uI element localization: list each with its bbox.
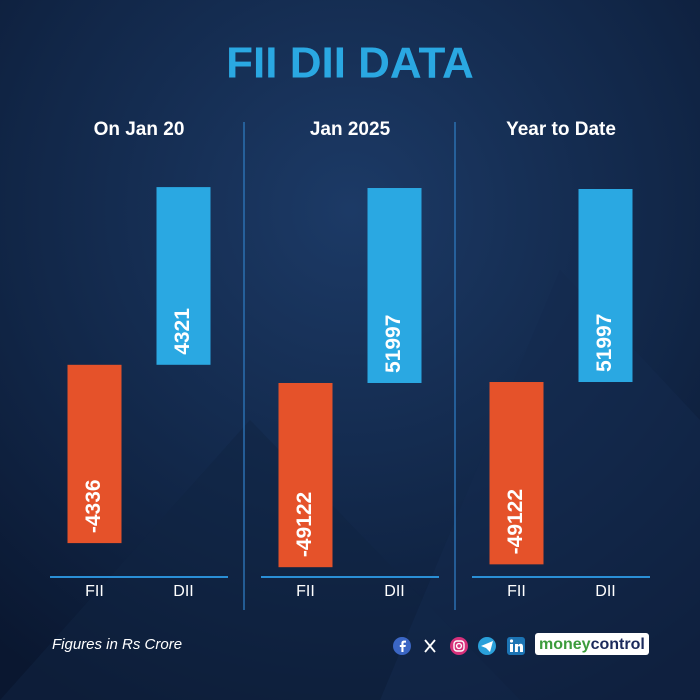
background-shape: [0, 420, 520, 700]
x-tick-label: FII: [85, 583, 104, 600]
brand-part: control: [591, 636, 645, 653]
x-tick-label: FII: [296, 583, 315, 600]
panel-title: On Jan 20: [94, 119, 185, 140]
value-label: 4321: [171, 308, 194, 355]
x-tick-label: DII: [595, 583, 615, 600]
linkedin-glyph: [510, 644, 513, 652]
telegram-glyph: [481, 641, 493, 652]
main-title: FII DII DATA: [226, 39, 474, 88]
brand-text: moneycontrol: [539, 636, 645, 653]
linkedin-glyph: [509, 639, 514, 643]
bar: [67, 364, 122, 544]
bar: [578, 189, 633, 383]
bar: [156, 187, 211, 365]
instagram-icon: [450, 637, 468, 655]
x-tick-label: DII: [384, 583, 404, 600]
bar: [367, 188, 422, 383]
instagram-glyph: [453, 640, 465, 652]
panel-title: Year to Date: [506, 119, 616, 140]
value-label: 51997: [593, 314, 616, 372]
bar: [278, 382, 333, 568]
x-tick-label: FII: [507, 583, 526, 600]
instagram-glyph: [455, 642, 463, 650]
bar: [489, 382, 544, 565]
value-label: -49122: [504, 489, 527, 554]
panel-title: Jan 2025: [310, 119, 391, 140]
brand-part: money: [539, 636, 591, 653]
footnote: Figures in Rs Crore: [52, 636, 182, 653]
brand-logo: [535, 633, 649, 655]
value-label: -4336: [82, 479, 105, 533]
value-label: 51997: [382, 315, 405, 373]
value-label: -49122: [293, 492, 316, 557]
linkedin-glyph: [514, 643, 523, 652]
x-tick-label: DII: [173, 583, 193, 600]
social-icons: [393, 637, 525, 655]
x-icon: [424, 639, 436, 653]
facebook-glyph: [399, 640, 406, 652]
